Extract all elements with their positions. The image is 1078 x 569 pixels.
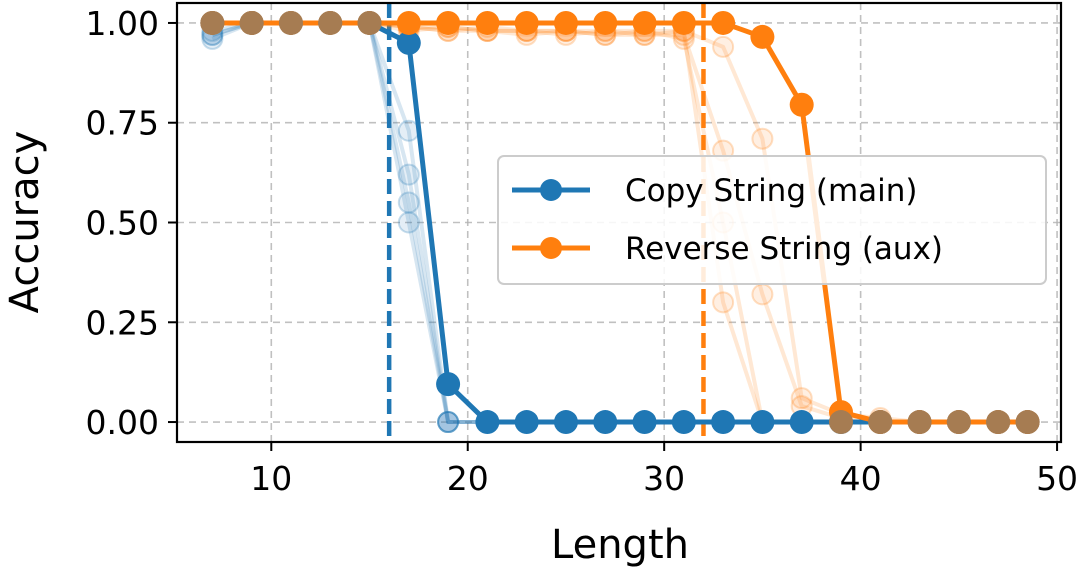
x-tick-label: 10 bbox=[250, 459, 292, 498]
series-point bbox=[789, 410, 814, 435]
faint-run-point bbox=[751, 283, 774, 306]
series-line bbox=[212, 20, 1028, 425]
y-axis-label: Accuracy bbox=[2, 131, 48, 314]
x-axis-label: Length bbox=[551, 522, 689, 568]
series-point bbox=[671, 10, 696, 35]
series-point bbox=[553, 10, 578, 35]
x-tick-label: 40 bbox=[840, 459, 882, 498]
legend-label-reverse: Reverse String (aux) bbox=[625, 231, 943, 267]
overlap-point bbox=[239, 10, 264, 35]
series-point bbox=[514, 410, 539, 435]
overlap-point bbox=[828, 410, 853, 435]
legend-entry-reverse: Reverse String (aux) bbox=[512, 231, 943, 267]
series-point bbox=[632, 410, 657, 435]
series-point bbox=[475, 410, 500, 435]
series-point bbox=[632, 10, 657, 35]
series-point bbox=[750, 410, 775, 435]
series-point bbox=[475, 10, 500, 35]
y-tick-label: 0.75 bbox=[86, 104, 159, 143]
series-point bbox=[396, 10, 421, 35]
overlap-point bbox=[357, 10, 382, 35]
faint-run-point bbox=[712, 291, 735, 314]
overlap-point bbox=[946, 410, 971, 435]
legend-box bbox=[497, 155, 1047, 285]
series-point bbox=[436, 10, 461, 35]
y-tick-label: 0.00 bbox=[86, 403, 159, 442]
y-tick-label: 1.00 bbox=[86, 4, 159, 43]
overlap-point bbox=[318, 10, 343, 35]
series-point bbox=[593, 10, 618, 35]
legend-entry-copy: Copy String (main) bbox=[512, 173, 918, 209]
legend: Copy String (main) Reverse String (aux) bbox=[497, 155, 1047, 285]
series-point bbox=[711, 10, 736, 35]
series-point bbox=[671, 410, 696, 435]
faint-run-point bbox=[437, 411, 460, 434]
faint-run-point bbox=[437, 411, 460, 434]
series-point bbox=[593, 410, 618, 435]
overlap-point bbox=[278, 10, 303, 35]
faint-run-point bbox=[437, 411, 460, 434]
x-tick-label: 50 bbox=[1036, 459, 1078, 498]
legend-marker-reverse bbox=[540, 237, 562, 259]
overlap-point bbox=[200, 10, 225, 35]
legend-marker-copy bbox=[540, 179, 562, 201]
axis-ticks: 10 20 30 40 50 0.00 0.25 0.50 0.75 1.00 bbox=[86, 4, 1078, 498]
series-point bbox=[436, 372, 461, 397]
faint-run-point bbox=[397, 211, 420, 234]
faint-run-point bbox=[397, 163, 420, 186]
series-point bbox=[553, 410, 578, 435]
x-tick-label: 20 bbox=[447, 459, 489, 498]
series-point bbox=[711, 410, 736, 435]
y-tick-label: 0.25 bbox=[86, 303, 159, 342]
overlap-point bbox=[1015, 410, 1040, 435]
y-tick-label: 0.50 bbox=[86, 204, 159, 243]
faint-run-point bbox=[712, 35, 735, 58]
faint-run-point bbox=[397, 191, 420, 214]
series-point bbox=[750, 24, 775, 49]
faint-run-point bbox=[437, 411, 460, 434]
series-point bbox=[789, 92, 814, 117]
series-lines bbox=[200, 10, 1040, 435]
overlap-point bbox=[868, 410, 893, 435]
faint-run-point bbox=[751, 127, 774, 150]
legend-label-copy: Copy String (main) bbox=[625, 173, 918, 209]
overlap-point bbox=[907, 410, 932, 435]
series-point bbox=[396, 30, 421, 55]
overlap-point bbox=[986, 410, 1011, 435]
series-point bbox=[514, 10, 539, 35]
faint-run-point bbox=[790, 387, 813, 410]
x-tick-label: 30 bbox=[643, 459, 685, 498]
threshold-lines bbox=[386, 3, 706, 442]
